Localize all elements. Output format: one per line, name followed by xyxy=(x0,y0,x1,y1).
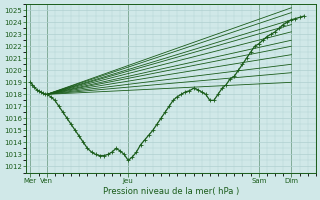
X-axis label: Pression niveau de la mer( hPa ): Pression niveau de la mer( hPa ) xyxy=(103,187,239,196)
